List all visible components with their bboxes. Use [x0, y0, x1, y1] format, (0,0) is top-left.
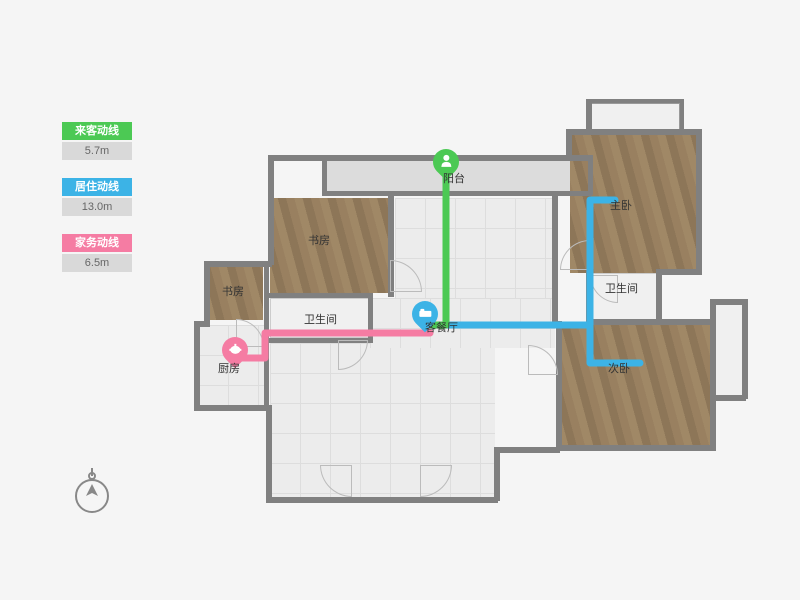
label-bath2: 卫生间: [605, 280, 638, 296]
room-second: [560, 325, 710, 445]
legend-item-guest: 来客动线 5.7m: [62, 122, 132, 160]
room-study1: [270, 198, 390, 293]
legend-color-living: 居住动线: [62, 178, 132, 196]
legend-value-chore: 6.5m: [62, 254, 132, 272]
floorplan: 阳台 书房 主卧 书房 卫生间 卫生间 客餐厅 厨房 次卧: [190, 85, 750, 520]
room-second-balcony: [715, 303, 745, 398]
label-living: 客餐厅: [425, 319, 458, 335]
legend-item-chore: 家务动线 6.5m: [62, 234, 132, 272]
label-second: 次卧: [608, 360, 630, 376]
label-study2: 书房: [222, 283, 244, 299]
label-bath1: 卫生间: [304, 311, 337, 327]
room-living-lower: [270, 343, 495, 498]
room-living-mid: [370, 298, 555, 348]
label-balcony: 阳台: [443, 170, 465, 186]
label-study1: 书房: [308, 232, 330, 248]
legend-color-chore: 家务动线: [62, 234, 132, 252]
legend-value-living: 13.0m: [62, 198, 132, 216]
label-kitchen: 厨房: [218, 360, 240, 376]
compass-icon: [72, 468, 112, 521]
legend-value-guest: 5.7m: [62, 142, 132, 160]
legend-color-guest: 来客动线: [62, 122, 132, 140]
legend: 来客动线 5.7m 居住动线 13.0m 家务动线 6.5m: [62, 122, 132, 290]
room-master-balcony: [590, 103, 680, 131]
legend-item-living: 居住动线 13.0m: [62, 178, 132, 216]
label-master: 主卧: [610, 197, 632, 213]
